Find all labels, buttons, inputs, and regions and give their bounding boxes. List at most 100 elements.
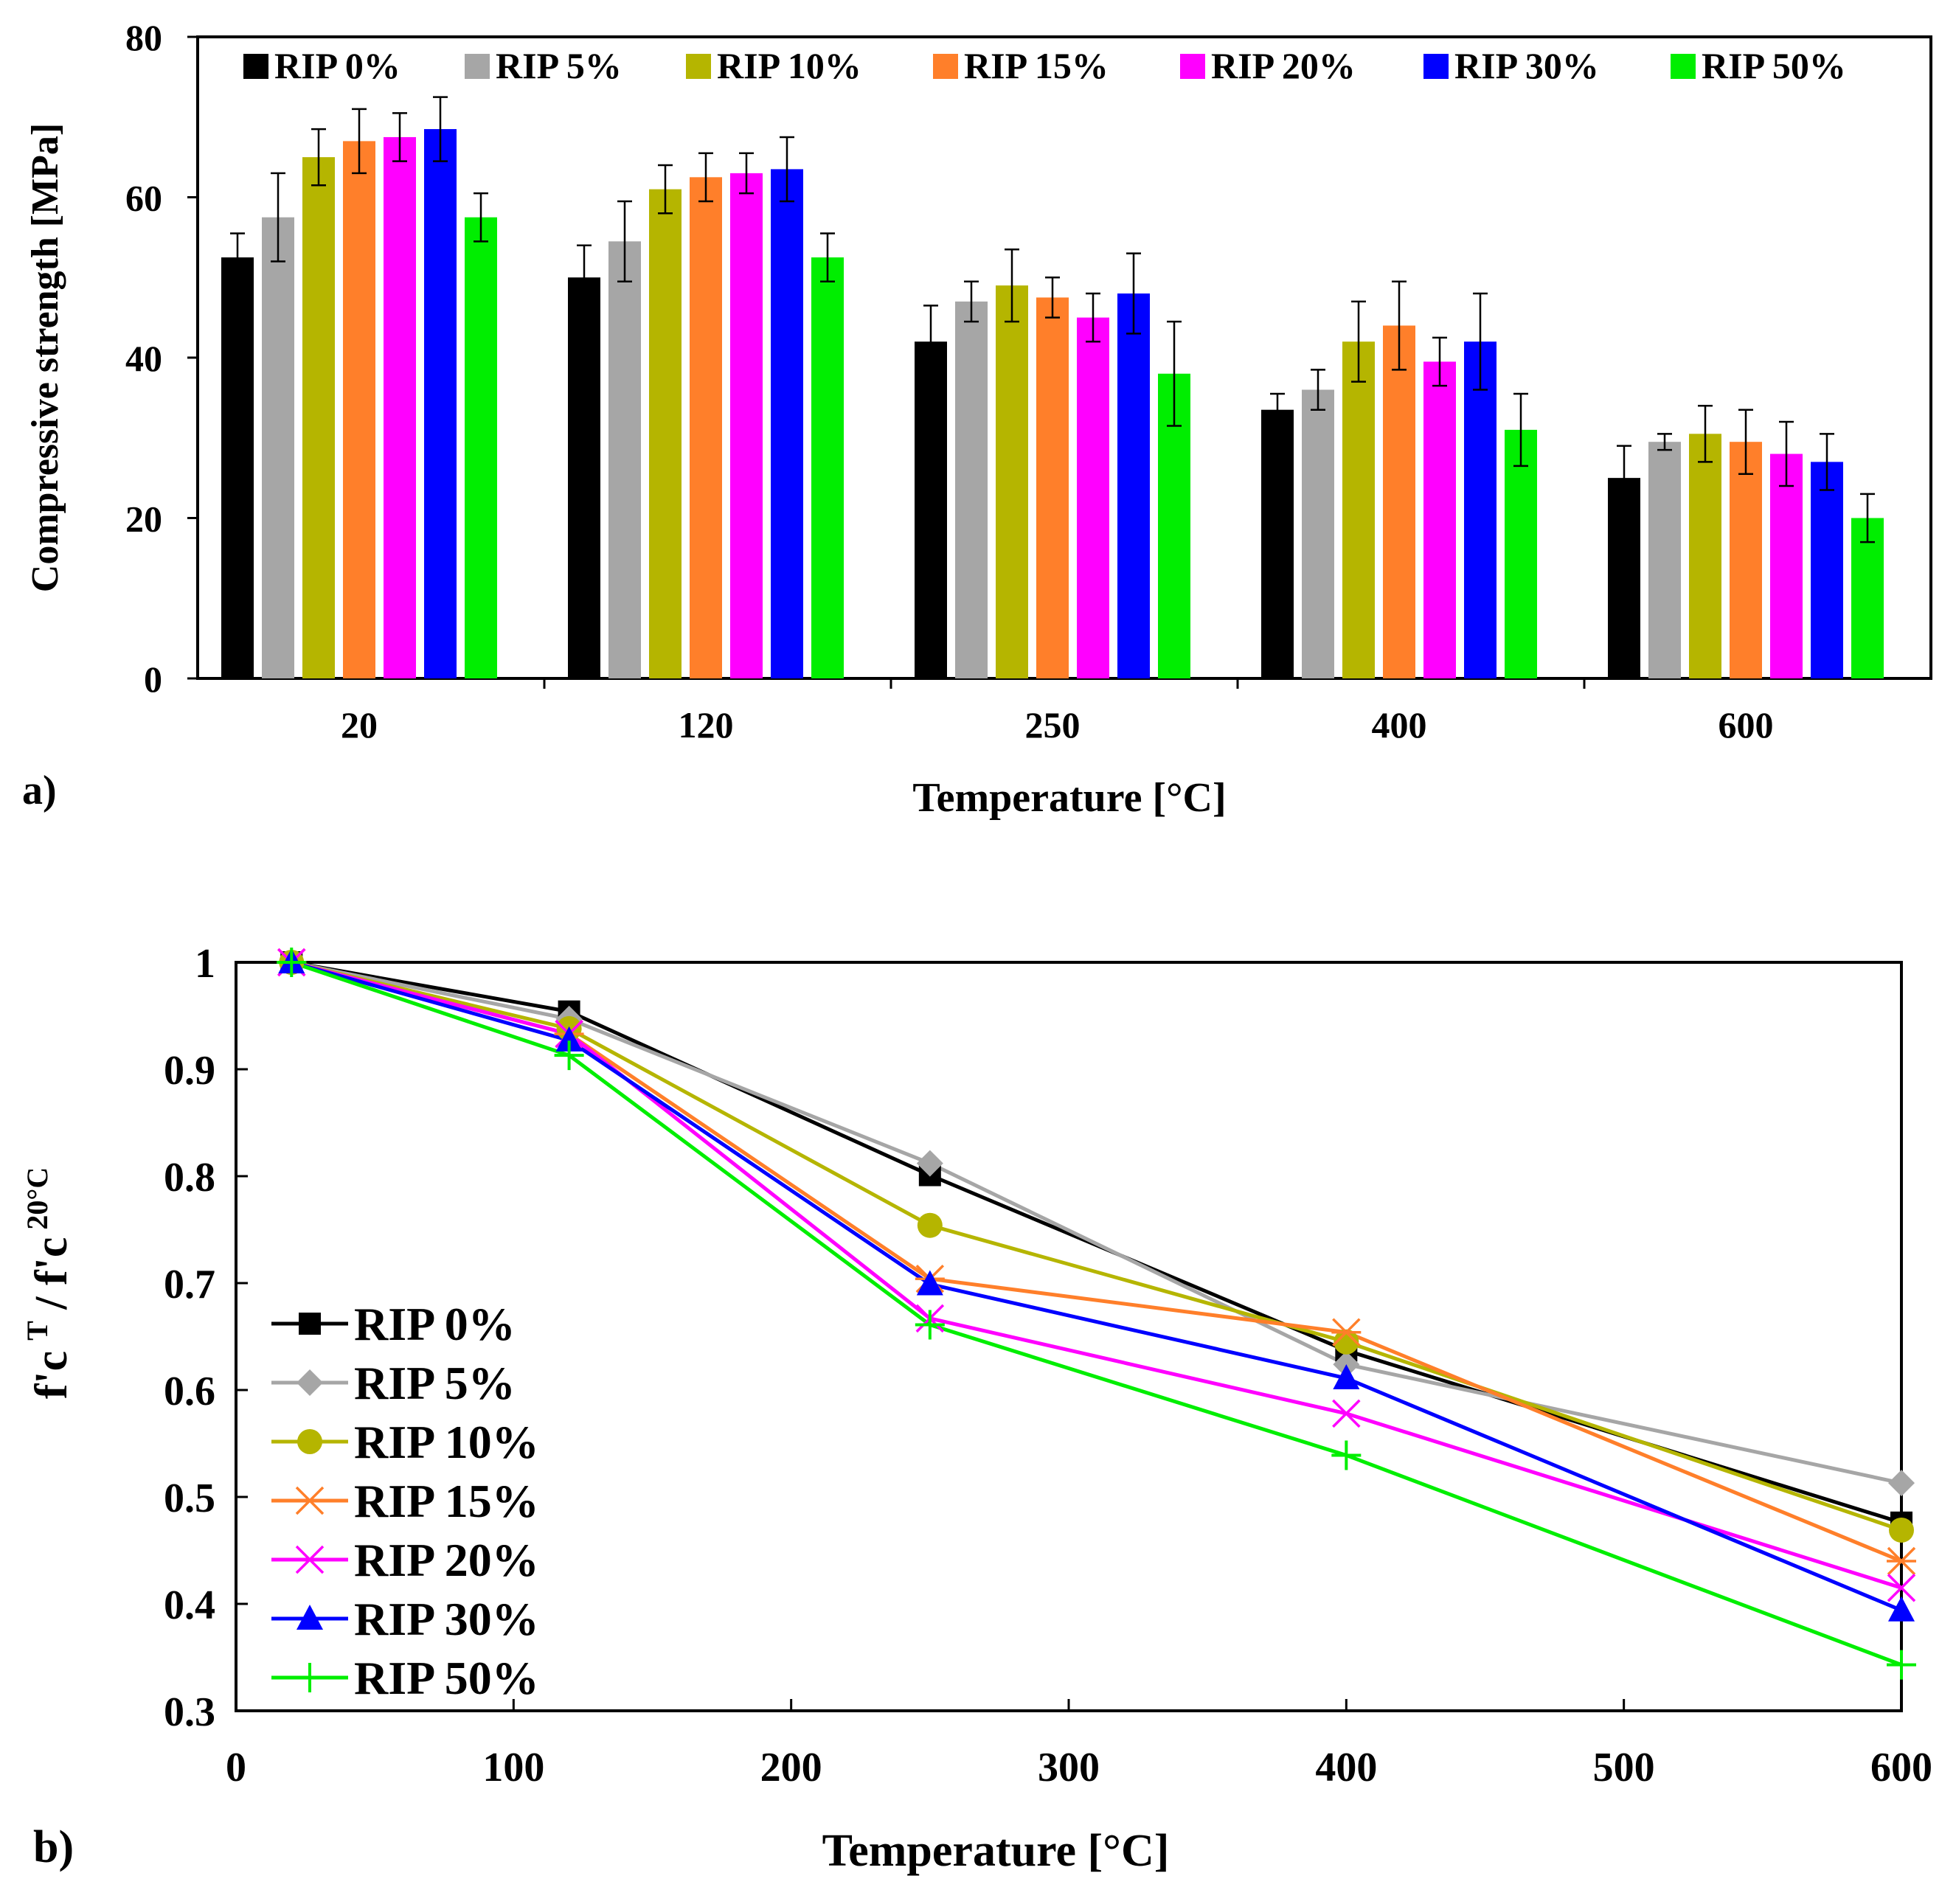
- bar-rip-10--20: [302, 157, 335, 678]
- b-xtick-label: 100: [482, 1745, 544, 1790]
- point-rip-50-: [915, 1310, 945, 1340]
- point-rip-50-: [1331, 1440, 1362, 1470]
- point-rip-50-: [277, 948, 307, 977]
- point-rip-30-: [555, 1026, 583, 1052]
- bar-rip-50--600: [1851, 518, 1884, 678]
- ylabel-separator: / f'c: [27, 1237, 77, 1321]
- point-rip-15-: [1331, 1318, 1362, 1347]
- point-rip-30-: [916, 1270, 943, 1296]
- b-legend-marker: [296, 1369, 323, 1396]
- b-ytick-label: 0.4: [164, 1582, 215, 1628]
- a-legend-label: RIP 10%: [717, 45, 861, 86]
- a-legend-swatch: [465, 54, 490, 79]
- a-legend-swatch: [686, 54, 711, 79]
- a-ytick-label: 0: [144, 659, 162, 700]
- b-legend-label: RIP 0%: [354, 1298, 516, 1350]
- bar-rip-20--120: [730, 173, 763, 678]
- a-legend-label: RIP 5%: [496, 45, 622, 86]
- b-ytick-label: 0.8: [164, 1155, 215, 1201]
- a-legend-label: RIP 50%: [1702, 45, 1846, 86]
- b-legend-marker: [299, 1313, 321, 1335]
- a-legend-swatch: [933, 54, 958, 79]
- b-legend-label: RIP 30%: [354, 1593, 539, 1645]
- bar-rip-0--20: [221, 257, 254, 678]
- a-legend-label: RIP 20%: [1211, 45, 1356, 86]
- bar-rip-0--250: [915, 341, 947, 678]
- b-ytick-label: 0.7: [164, 1262, 215, 1307]
- bar-rip-0--400: [1261, 409, 1294, 678]
- b-ytick-label: 0.6: [164, 1369, 215, 1414]
- a-legend-swatch: [243, 54, 268, 79]
- point-rip-50-: [554, 1040, 584, 1071]
- compressive-strength-bar-chart: 0 20 40 60 80 20 120 250 400 600 RIP 0% RIP 5% RIP…: [22, 17, 1932, 821]
- a-xtick-label: 400: [1372, 704, 1427, 746]
- b-legend-marker: [295, 1663, 325, 1692]
- bar-rip-15--20: [343, 141, 375, 678]
- b-legend-marker: [295, 1486, 325, 1515]
- point-rip-50-: [1887, 1650, 1916, 1680]
- a-ytick-label: 40: [125, 338, 162, 379]
- b-legend-label: RIP 5%: [354, 1357, 516, 1409]
- bar-rip-10--600: [1689, 434, 1721, 678]
- plot-b-ylabel: f'c T / f'c 20°C: [21, 1167, 77, 1400]
- line-rip-15-: [291, 960, 1902, 1563]
- b-legend-marker: [295, 1545, 325, 1574]
- a-legend-swatch: [1423, 54, 1449, 79]
- b-ytick-label: 0.3: [164, 1689, 215, 1735]
- a-legend-swatch: [1671, 54, 1696, 79]
- point-rip-20-: [1887, 1574, 1916, 1602]
- b-legend-marker: [296, 1605, 323, 1630]
- ylabel-sup-t: T: [21, 1321, 54, 1341]
- a-legend-swatch: [1180, 54, 1205, 79]
- bar-rip-30--250: [1117, 293, 1150, 678]
- bar-rip-20--250: [1077, 317, 1109, 678]
- bar-rip-30--400: [1464, 341, 1497, 678]
- b-ytick-label: 0.9: [164, 1048, 215, 1094]
- point-rip-30-: [1333, 1364, 1360, 1390]
- a-ytick-label: 20: [125, 498, 162, 540]
- a-legend-label: RIP 30%: [1454, 45, 1599, 86]
- bar-rip-20--20: [384, 136, 416, 678]
- bar-rip-5--400: [1302, 389, 1334, 678]
- panel-a-label: a): [22, 768, 57, 813]
- bar-rip-20--400: [1423, 361, 1456, 678]
- bar-rip-5--120: [608, 241, 641, 678]
- ylabel-sup-20c: 20°C: [21, 1167, 54, 1230]
- a-xtick-label: 20: [341, 704, 378, 746]
- b-ytick-label: 0.5: [164, 1476, 215, 1521]
- b-legend-label: RIP 20%: [354, 1534, 539, 1586]
- bar-rip-10--400: [1342, 341, 1375, 678]
- plot-a-xlabel: Temperature [°C]: [912, 775, 1226, 821]
- a-xtick-label: 250: [1025, 704, 1081, 746]
- b-legend-marker: [297, 1429, 322, 1454]
- a-ytick-label: 60: [125, 178, 162, 219]
- a-xtick-label: 600: [1719, 704, 1774, 746]
- point-rip-30-: [1888, 1596, 1915, 1622]
- line-rip-5-: [291, 960, 1902, 1485]
- a-ytick-label: 80: [125, 17, 162, 58]
- bar-rip-15--400: [1383, 325, 1415, 678]
- point-rip-10-: [1334, 1329, 1359, 1355]
- bar-rip-30--20: [424, 129, 457, 678]
- bar-rip-10--120: [649, 189, 682, 678]
- point-rip-5-: [916, 1150, 943, 1177]
- bar-rip-20--600: [1770, 454, 1803, 678]
- b-xtick-label: 300: [1038, 1745, 1100, 1790]
- bar-rip-15--600: [1730, 442, 1762, 678]
- bar-rip-0--120: [568, 277, 600, 678]
- b-legend-label: RIP 15%: [354, 1475, 539, 1527]
- ylabel-main: f'c: [27, 1351, 77, 1399]
- point-rip-15-: [1887, 1546, 1916, 1576]
- b-xtick-label: 400: [1315, 1745, 1377, 1790]
- bar-rip-30--600: [1811, 462, 1843, 678]
- bar-rip-50--20: [465, 217, 497, 678]
- bar-rip-30--120: [771, 169, 803, 678]
- plot-b-xlabel: Temperature [°C]: [822, 1826, 1170, 1876]
- bar-rip-50--400: [1505, 429, 1537, 678]
- b-xtick-label: 500: [1593, 1745, 1655, 1790]
- a-legend-label: RIP 15%: [964, 45, 1109, 86]
- b-legend-label: RIP 50%: [354, 1652, 539, 1704]
- a-xtick-label: 120: [679, 704, 734, 746]
- bar-rip-10--250: [996, 285, 1028, 678]
